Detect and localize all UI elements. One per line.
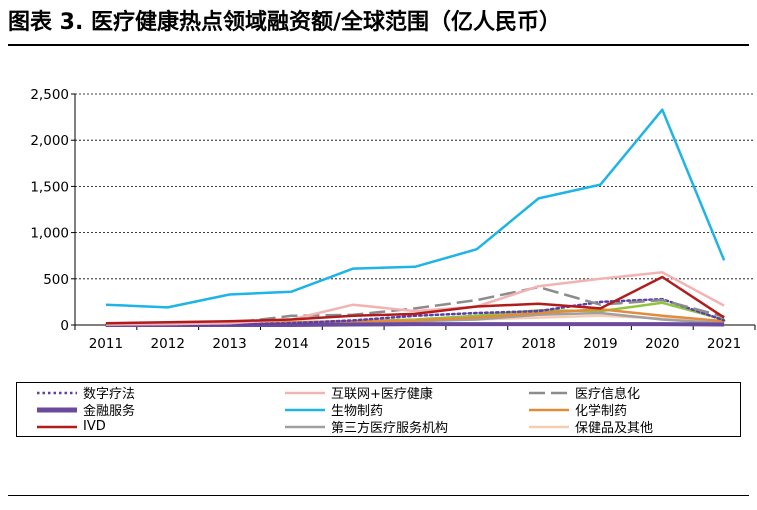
x-tick-labels: 2011 2012 2013 2014 2015 2016 2017 2018 2019 2020… xyxy=(89,336,742,352)
y-tick-labels: 0 500 1,000 1,500 2,000 2,500 xyxy=(30,87,69,334)
legend-swatch xyxy=(37,391,77,394)
series-line-1 xyxy=(105,271,725,326)
legend-swatch xyxy=(37,407,77,412)
y-tick-label: 500 xyxy=(43,272,69,288)
y-tick-label: 1,500 xyxy=(30,179,69,195)
x-tick-label: 2017 xyxy=(460,336,494,352)
legend-item: 数字疗法 xyxy=(35,384,136,402)
legend-item: 金融服务 xyxy=(35,401,136,419)
legend-item: 化学制药 xyxy=(527,401,628,419)
legend-swatch xyxy=(285,391,325,394)
bottom-rule xyxy=(8,495,749,496)
x-tick-label: 2013 xyxy=(212,336,246,352)
legend-label: IVD xyxy=(83,419,106,434)
legend-swatch xyxy=(285,425,325,428)
series-line-4 xyxy=(105,108,726,309)
series-lines xyxy=(104,108,726,327)
legend-item: 第三方医疗服务机构 xyxy=(283,418,449,436)
legend-label: 医疗信息化 xyxy=(575,387,641,402)
legend-item: 生物制药 xyxy=(283,401,384,419)
gridlines xyxy=(75,93,755,280)
legend-label: 保健品及其他 xyxy=(575,421,654,436)
legend-label: 化学制药 xyxy=(575,404,628,419)
legend-swatch xyxy=(529,391,569,394)
y-tick-label: 2,000 xyxy=(30,133,69,149)
legend-label: 互联网+医疗健康 xyxy=(331,387,433,402)
x-tick-label: 2012 xyxy=(151,336,185,352)
legend-swatch xyxy=(285,408,325,411)
legend-label: 生物制药 xyxy=(331,404,384,419)
x-tick-label: 2019 xyxy=(583,336,617,352)
legend-item: 保健品及其他 xyxy=(527,418,654,436)
legend-swatch xyxy=(529,408,569,411)
x-tick-label: 2015 xyxy=(336,336,370,352)
x-tick-label: 2011 xyxy=(89,336,123,352)
series-line-6 xyxy=(105,275,725,325)
figure-title: 图表 3. 医疗健康热点领域融资额/全球范围（亿人民币） xyxy=(8,10,562,35)
legend-label: 数字疗法 xyxy=(83,387,136,402)
legend: 数字疗法 互联网+医疗健康 医疗信息化金融服务 生物制药 化学制药 IVD 第三方医疗服务机… xyxy=(16,382,741,437)
title-rule xyxy=(8,44,749,46)
legend-item: 互联网+医疗健康 xyxy=(283,384,433,402)
legend-swatch xyxy=(37,425,77,428)
x-tick-label: 2020 xyxy=(645,336,679,352)
x-tick-label: 2016 xyxy=(398,336,432,352)
axes xyxy=(71,93,756,330)
series-line-3 xyxy=(105,322,725,327)
legend-item: IVD xyxy=(35,418,106,435)
x-tick-label: 2021 xyxy=(707,336,741,352)
y-tick-label: 2,500 xyxy=(30,87,69,103)
legend-item: 医疗信息化 xyxy=(527,384,641,402)
x-tick-label: 2018 xyxy=(521,336,555,352)
legend-label: 金融服务 xyxy=(83,404,136,419)
legend-label: 第三方医疗服务机构 xyxy=(331,421,449,436)
y-tick-label: 1,000 xyxy=(30,226,69,242)
x-tick-label: 2014 xyxy=(274,336,308,352)
y-tick-label: 0 xyxy=(60,318,69,334)
legend-swatch xyxy=(529,425,569,428)
series-line-0 xyxy=(104,297,726,327)
